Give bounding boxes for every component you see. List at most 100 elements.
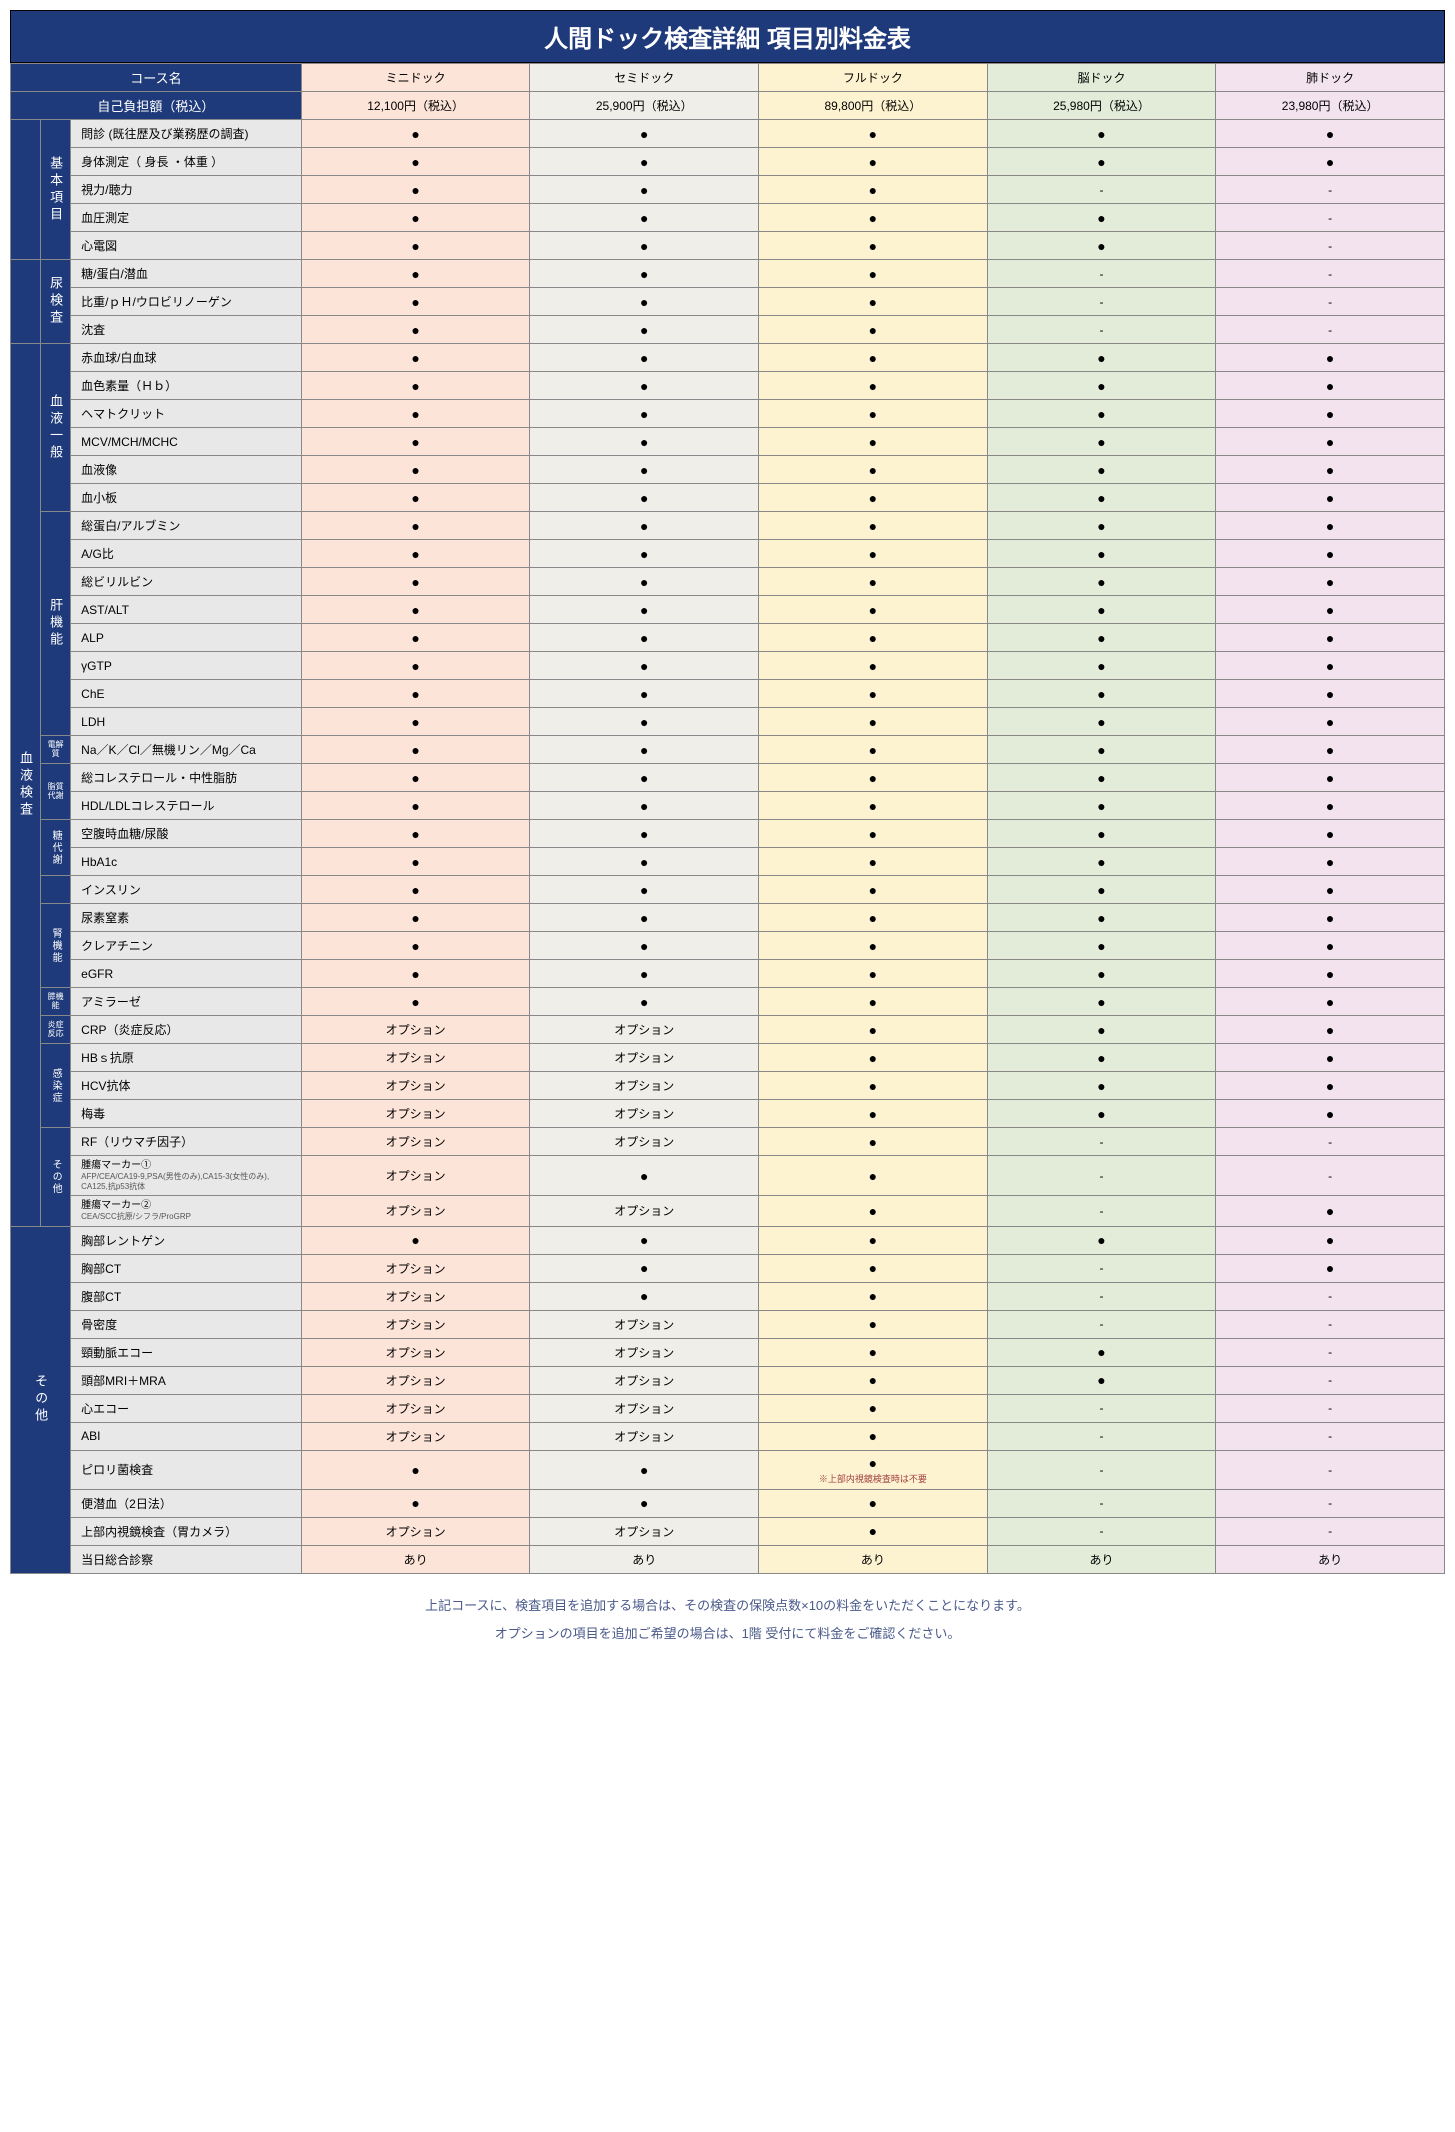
cell: - — [1216, 260, 1445, 288]
cell: ● — [759, 1100, 988, 1128]
item-label: 総蛋白/アルブミン — [71, 512, 302, 540]
cell: あり — [301, 1545, 530, 1573]
cell: ● — [530, 820, 759, 848]
item-label: 血液像 — [71, 456, 302, 484]
page-title: 人間ドック検査詳細 項目別料金表 — [10, 10, 1445, 63]
cell: ● — [530, 1254, 759, 1282]
cell: ● — [530, 1226, 759, 1254]
course-price-4: 23,980円（税込） — [1216, 92, 1445, 120]
cell: ● — [759, 1072, 988, 1100]
cell: ● — [1216, 344, 1445, 372]
cell: - — [1216, 204, 1445, 232]
cell: - — [987, 176, 1216, 204]
cell: - — [987, 1422, 1216, 1450]
cell: オプション — [530, 1310, 759, 1338]
cell: ● — [987, 344, 1216, 372]
cell: ● — [530, 316, 759, 344]
cell: ● — [301, 148, 530, 176]
cell: ● — [759, 344, 988, 372]
item-label: 身体測定（ 身長 ・体重 ） — [71, 148, 302, 176]
cell: ● — [1216, 792, 1445, 820]
cell: ● — [301, 288, 530, 316]
item-label: ChE — [71, 680, 302, 708]
item-label: γGTP — [71, 652, 302, 680]
cell: ● — [301, 176, 530, 204]
cell: オプション — [530, 1072, 759, 1100]
cell: ● — [530, 260, 759, 288]
cell: ● — [530, 204, 759, 232]
footer-note-1: 上記コースに、検査項目を追加する場合は、その検査の保険点数×10の料金をいただく… — [10, 1592, 1445, 1621]
cell: ● — [759, 848, 988, 876]
cell: ● — [759, 792, 988, 820]
cell: ● — [987, 204, 1216, 232]
cell: - — [987, 1517, 1216, 1545]
cell: ● — [759, 260, 988, 288]
cell: - — [987, 1128, 1216, 1156]
cell: ● — [1216, 1226, 1445, 1254]
cell: ● — [530, 764, 759, 792]
item-label: 総ビリルビン — [71, 568, 302, 596]
cat-sub: 炎症 反応 — [41, 1016, 71, 1044]
cell: ● — [530, 652, 759, 680]
cell: ● — [530, 1282, 759, 1310]
cell: オプション — [301, 1310, 530, 1338]
cell: ● — [987, 1100, 1216, 1128]
cell: ● — [530, 1156, 759, 1196]
cell: ● — [1216, 932, 1445, 960]
cell: オプション — [301, 1366, 530, 1394]
cell: - — [987, 1310, 1216, 1338]
cell: ● — [987, 932, 1216, 960]
cell: - — [1216, 1156, 1445, 1196]
cell: ● — [759, 1282, 988, 1310]
cell: ● — [1216, 484, 1445, 512]
item-label: 腫瘍マーカー②CEA/SCC抗原/シフラ/ProGRP — [71, 1196, 302, 1227]
cell: ● — [1216, 736, 1445, 764]
cell: ● — [1216, 680, 1445, 708]
cell: ● — [530, 960, 759, 988]
cell: ● — [301, 568, 530, 596]
footer-note-2: オプションの項目を追加ご希望の場合は、1階 受付にて料金をご確認ください。 — [10, 1620, 1445, 1649]
cell: - — [1216, 1394, 1445, 1422]
cell: ● — [759, 204, 988, 232]
cell: ● — [987, 596, 1216, 624]
item-label: 腹部CT — [71, 1282, 302, 1310]
item-label: 糖/蛋白/潜血 — [71, 260, 302, 288]
cell: ● — [1216, 1072, 1445, 1100]
cell: ● — [987, 652, 1216, 680]
cell: ● — [530, 512, 759, 540]
cell: ● — [987, 1044, 1216, 1072]
cell: - — [1216, 288, 1445, 316]
cell: ● — [759, 1226, 988, 1254]
cell: ● — [759, 1044, 988, 1072]
cell: ● — [759, 1394, 988, 1422]
item-label: 当日総合診察 — [71, 1545, 302, 1573]
cell: ● — [1216, 960, 1445, 988]
cell: ● — [530, 1450, 759, 1489]
cell: ● — [987, 764, 1216, 792]
cell: ● — [1216, 848, 1445, 876]
cell: ● — [987, 708, 1216, 736]
cell: ● — [987, 1366, 1216, 1394]
item-label: 骨密度 — [71, 1310, 302, 1338]
cell: ● — [301, 820, 530, 848]
cell: ● — [530, 540, 759, 568]
cell: ● — [987, 484, 1216, 512]
cell: ● — [759, 484, 988, 512]
cell: オプション — [301, 1016, 530, 1044]
item-label: A/G比 — [71, 540, 302, 568]
cell: ● — [1216, 1100, 1445, 1128]
course-price-0: 12,100円（税込） — [301, 92, 530, 120]
item-label: 頸動脈エコー — [71, 1338, 302, 1366]
cell: ● — [530, 708, 759, 736]
item-label: 胸部CT — [71, 1254, 302, 1282]
cell: ● — [1216, 120, 1445, 148]
cell: - — [987, 1394, 1216, 1422]
cell: ● — [530, 904, 759, 932]
cell: ● — [987, 624, 1216, 652]
cell: ● — [759, 736, 988, 764]
cell: ● — [1216, 456, 1445, 484]
item-label: LDH — [71, 708, 302, 736]
cell: ● — [987, 148, 1216, 176]
cat-urine: 尿検査 — [41, 260, 71, 344]
cell: ● — [759, 960, 988, 988]
